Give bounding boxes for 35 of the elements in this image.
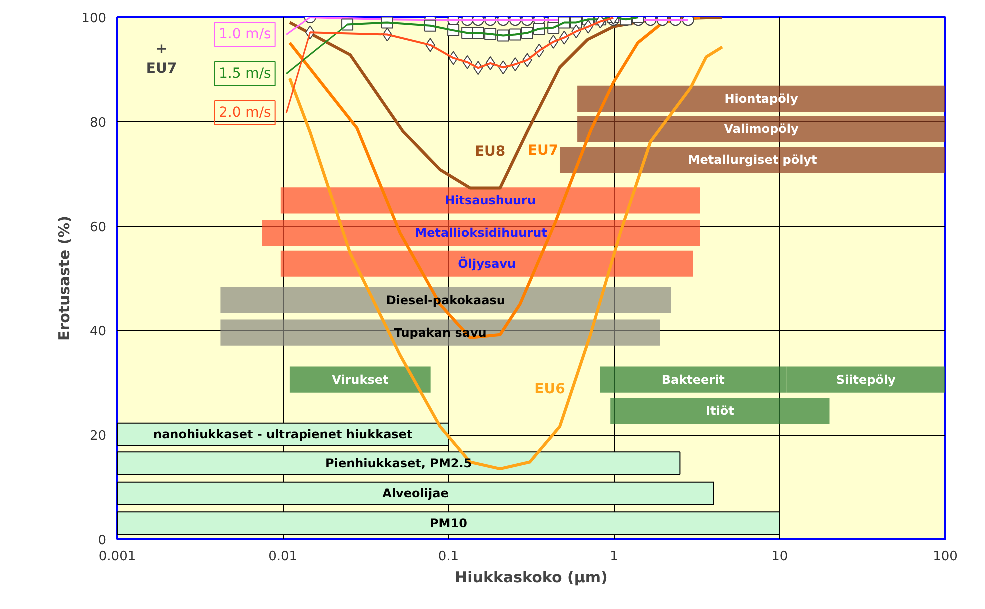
y-tick-label: 0 (98, 534, 107, 548)
band-label: Hiontapöly (724, 92, 798, 106)
y-tick-label: 40 (90, 324, 107, 340)
band-label: Alveolijae (382, 486, 449, 501)
legend-label: 1.0 m/s (218, 26, 272, 43)
y-tick-label: 60 (90, 220, 107, 236)
band-label: Siitepöly (836, 372, 896, 387)
band-label: Pienhiukkaset, PM2.5 (326, 456, 472, 470)
y-axis-title: Erotusaste (%) (56, 216, 74, 342)
series-label: EU6 (534, 382, 566, 398)
band-label: Valimopöly (724, 122, 799, 136)
band-label: Öljysavu (458, 256, 516, 271)
x-tick-label: 0.001 (98, 550, 136, 564)
x-axis-title: Hiukkaskoko (µm) (455, 568, 608, 586)
y-tick-label: 20 (90, 429, 107, 444)
y-tick-label: 100 (82, 12, 107, 26)
annotation: + EU7 (146, 42, 178, 77)
y-tick-label: 80 (90, 116, 107, 131)
x-tick-label: 10 (772, 550, 788, 564)
text: 1.5 m/s (218, 66, 272, 82)
band-label: Virukset (332, 372, 389, 387)
text: 2.0 m/s (218, 105, 272, 122)
x-tick-label: 0.01 (268, 550, 298, 564)
series-label: EU8 (474, 144, 506, 160)
band-label: Bakteerit (662, 372, 726, 387)
x-tick-label: 1 (610, 550, 618, 564)
band-label: Itiöt (706, 404, 735, 418)
band-label: Metallioksidihuurut (415, 226, 548, 240)
x-tick-label: 0.1 (438, 550, 460, 564)
band-label: Metallurgiset pölyt (688, 153, 818, 168)
band-label: Hitsaushuuru (445, 194, 536, 208)
band-label: nanohiukkaset - ultrapienet hiukkaset (154, 428, 413, 442)
band-label: PM10 (430, 516, 468, 530)
series-label: EU7 (528, 143, 559, 160)
x-tick-label: 100 (933, 550, 958, 564)
